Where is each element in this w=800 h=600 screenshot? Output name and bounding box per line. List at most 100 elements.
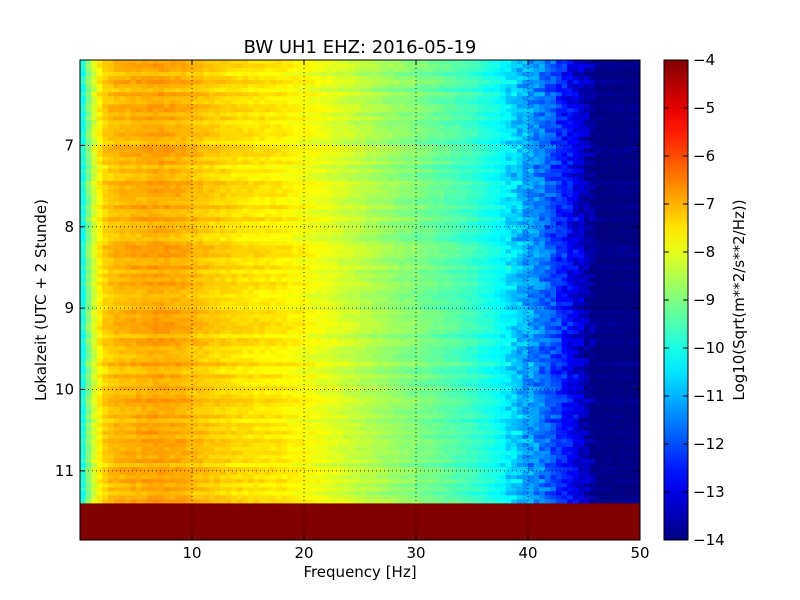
heatmap-cell [410, 88, 417, 93]
heatmap-cell [628, 209, 635, 214]
heatmap-cell [483, 152, 490, 158]
heatmap-cell [197, 92, 204, 97]
heatmap-cell [281, 80, 288, 85]
heatmap-cell [539, 201, 546, 206]
heatmap-cell [348, 209, 355, 214]
heatmap-cell [354, 209, 361, 214]
heatmap-cell [236, 136, 243, 142]
heatmap-cell [343, 213, 350, 218]
heatmap-cell [197, 217, 204, 222]
heatmap-cell [326, 213, 333, 218]
heatmap-cell [533, 140, 540, 146]
heatmap-cell [248, 76, 255, 81]
heatmap-cell [516, 257, 523, 263]
heatmap-cell [421, 205, 428, 210]
heatmap-cell [399, 140, 406, 146]
heatmap-cell [584, 205, 591, 210]
heatmap-cell [539, 80, 546, 85]
heatmap-cell [343, 96, 350, 101]
heatmap-cell [113, 128, 120, 134]
heatmap-cell [136, 144, 143, 150]
heatmap-cell [147, 92, 154, 97]
heatmap-cell [410, 112, 417, 118]
heatmap-cell [298, 140, 305, 146]
heatmap-cell [404, 221, 411, 226]
heatmap-cell [584, 124, 591, 130]
heatmap-cell [393, 132, 400, 138]
heatmap-cell [550, 60, 557, 65]
heatmap-cell [612, 152, 619, 158]
heatmap-cell [623, 60, 630, 65]
heatmap-cell [208, 96, 215, 101]
heatmap-cell [259, 84, 266, 89]
heatmap-cell [522, 176, 529, 182]
heatmap-cell [589, 108, 596, 113]
heatmap-cell [298, 88, 305, 93]
heatmap-cell [147, 164, 154, 170]
heatmap-cell [556, 128, 563, 134]
heatmap-cell [236, 176, 243, 182]
heatmap-cell [472, 148, 479, 154]
heatmap-cell [488, 80, 495, 85]
heatmap-cell [315, 257, 322, 263]
heatmap-cell [304, 184, 311, 190]
heatmap-cell [460, 132, 467, 138]
heatmap-cell [113, 112, 120, 118]
heatmap-cell [421, 237, 428, 242]
heatmap-cell [276, 233, 283, 238]
heatmap-cell [522, 213, 529, 218]
heatmap-cell [572, 92, 579, 97]
heatmap-cell [141, 176, 148, 182]
heatmap-cell [628, 201, 635, 206]
heatmap-cell [113, 249, 120, 255]
heatmap-cell [332, 164, 339, 170]
heatmap-cell [404, 184, 411, 190]
heatmap-cell [270, 193, 277, 198]
heatmap-cell [628, 197, 635, 202]
heatmap-cell [371, 92, 378, 97]
heatmap-cell [539, 253, 546, 259]
heatmap-cell [584, 184, 591, 190]
heatmap-cell [354, 124, 361, 130]
heatmap-cell [343, 128, 350, 134]
heatmap-cell [595, 72, 602, 77]
heatmap-cell [326, 60, 333, 65]
heatmap-cell [388, 112, 395, 118]
heatmap-cell [119, 233, 126, 238]
heatmap-cell [539, 233, 546, 238]
heatmap-cell [416, 128, 423, 134]
heatmap-cell [505, 229, 512, 234]
heatmap-cell [617, 209, 624, 214]
heatmap-cell [578, 128, 585, 134]
heatmap-cell [354, 76, 361, 81]
heatmap-cell [236, 184, 243, 190]
heatmap-cell [578, 172, 585, 178]
heatmap-cell [158, 160, 165, 166]
heatmap-cell [427, 164, 434, 170]
heatmap-cell [91, 213, 98, 218]
heatmap-cell [197, 60, 204, 65]
heatmap-cell [354, 197, 361, 202]
heatmap-cell [80, 229, 87, 234]
heatmap-cell [600, 144, 607, 150]
heatmap-cell [337, 188, 344, 194]
heatmap-cell [130, 172, 137, 178]
heatmap-cell [164, 112, 171, 118]
heatmap-cell [136, 237, 143, 242]
heatmap-cell [147, 100, 154, 105]
heatmap-cell [203, 108, 210, 113]
heatmap-cell [91, 217, 98, 222]
heatmap-cell [539, 209, 546, 214]
heatmap-cell [544, 68, 551, 73]
heatmap-cell [365, 88, 372, 93]
heatmap-cell [371, 72, 378, 77]
heatmap-cell [164, 193, 171, 198]
heatmap-cell [572, 60, 579, 65]
heatmap-cell [589, 237, 596, 242]
heatmap-cell [96, 217, 103, 222]
heatmap-cell [421, 136, 428, 142]
heatmap-cell [180, 100, 187, 105]
heatmap-cell [320, 76, 327, 81]
heatmap-cell [382, 116, 389, 122]
heatmap-cell [326, 76, 333, 81]
